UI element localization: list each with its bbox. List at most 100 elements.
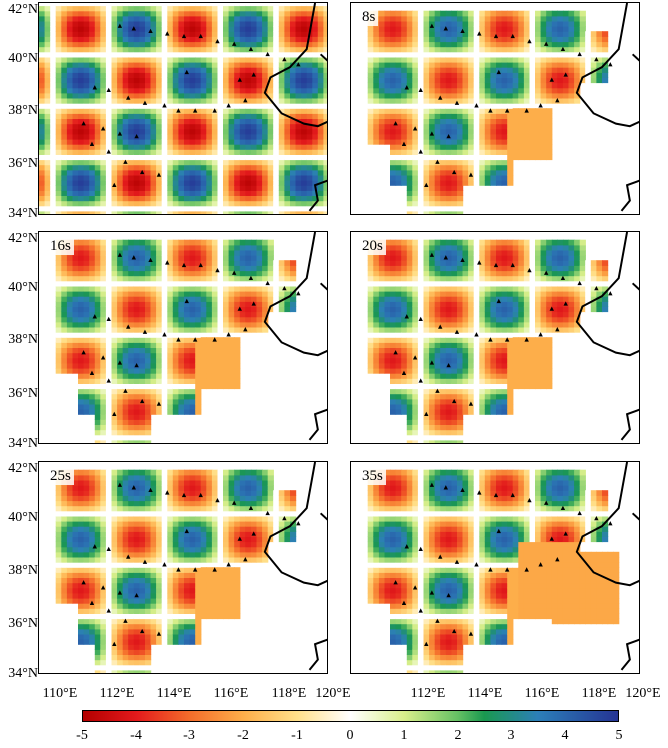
data-cell [523,15,531,22]
data-cell [290,82,297,89]
data-cell [178,255,185,261]
data-cell [295,185,302,191]
data-cell [290,123,297,130]
data-cell [178,139,185,145]
data-cell [94,205,101,212]
data-cell [373,46,380,53]
data-cell [468,98,475,104]
data-cell [89,398,96,405]
data-cell [133,439,140,443]
data-cell [66,205,74,212]
data-cell [278,265,285,272]
data-cell [245,46,252,53]
data-cell [161,133,168,140]
data-cell [223,103,230,109]
data-cell [133,378,140,384]
data-cell [390,332,397,338]
data-cell [551,77,558,84]
data-cell [434,154,441,161]
data-cell [479,103,486,109]
data-cell [117,46,124,53]
data-cell [223,185,230,191]
data-cell [256,200,263,207]
data-cell [150,393,157,400]
data-cell [133,185,140,191]
data-cell [445,164,452,171]
data-cell [61,103,68,109]
data-cell [273,185,280,191]
data-cell [161,342,168,348]
data-cell [529,133,536,140]
data-cell [484,67,491,73]
data-cell [518,108,525,114]
data-cell [211,210,219,214]
data-cell [133,21,140,27]
data-cell [546,118,553,125]
data-cell [200,239,207,246]
data-cell [234,144,241,150]
data-cell [239,15,246,22]
data-cell [262,311,269,318]
data-cell [66,36,74,43]
data-cell [507,164,514,171]
data-cell [184,275,191,282]
data-cell [122,128,129,135]
data-cell [78,255,85,261]
data-cell [267,3,274,7]
data-cell [239,31,246,37]
data-cell [189,409,196,415]
data-cell [451,210,458,214]
data-cell [250,87,258,94]
data-cell [89,296,96,302]
data-cell [457,123,464,130]
data-cell [128,56,135,63]
data-cell [128,51,135,58]
data-cell [239,62,246,68]
data-cell [462,87,469,94]
data-cell [122,373,129,379]
data-cell [139,434,146,441]
data-cell [429,72,436,78]
data-cell [273,3,280,7]
data-cell [105,82,113,89]
data-cell [273,200,280,207]
data-cell [301,180,308,186]
data-cell [83,139,90,145]
data-cell [145,87,152,94]
data-cell [284,108,291,114]
data-cell [89,393,96,400]
data-cell [156,332,163,338]
data-cell [568,46,575,53]
data-cell [139,46,146,53]
data-cell [373,133,380,140]
data-cell [267,285,274,292]
data-cell [128,21,135,27]
data-cell [490,133,497,140]
data-cell [66,296,74,302]
data-cell [150,62,157,68]
data-cell [451,164,458,171]
data-cell [323,67,327,73]
data-cell [290,149,297,155]
data-cell [128,3,135,7]
data-cell [189,337,196,343]
data-cell [150,174,157,181]
data-cell [529,26,536,32]
data-cell [295,36,302,43]
data-cell [507,113,514,119]
data-cell [156,393,163,400]
data-cell [184,133,191,140]
data-cell [417,118,425,125]
data-cell [55,357,62,364]
data-cell [139,139,146,145]
data-cell [195,239,202,246]
data-cell [100,306,107,313]
data-cell [245,108,252,114]
data-cell [167,72,174,78]
data-cell [373,77,380,84]
data-cell [562,62,570,68]
data-cell [228,239,235,246]
data-cell [384,291,391,297]
data-cell [406,67,413,73]
data-cell [83,306,90,313]
